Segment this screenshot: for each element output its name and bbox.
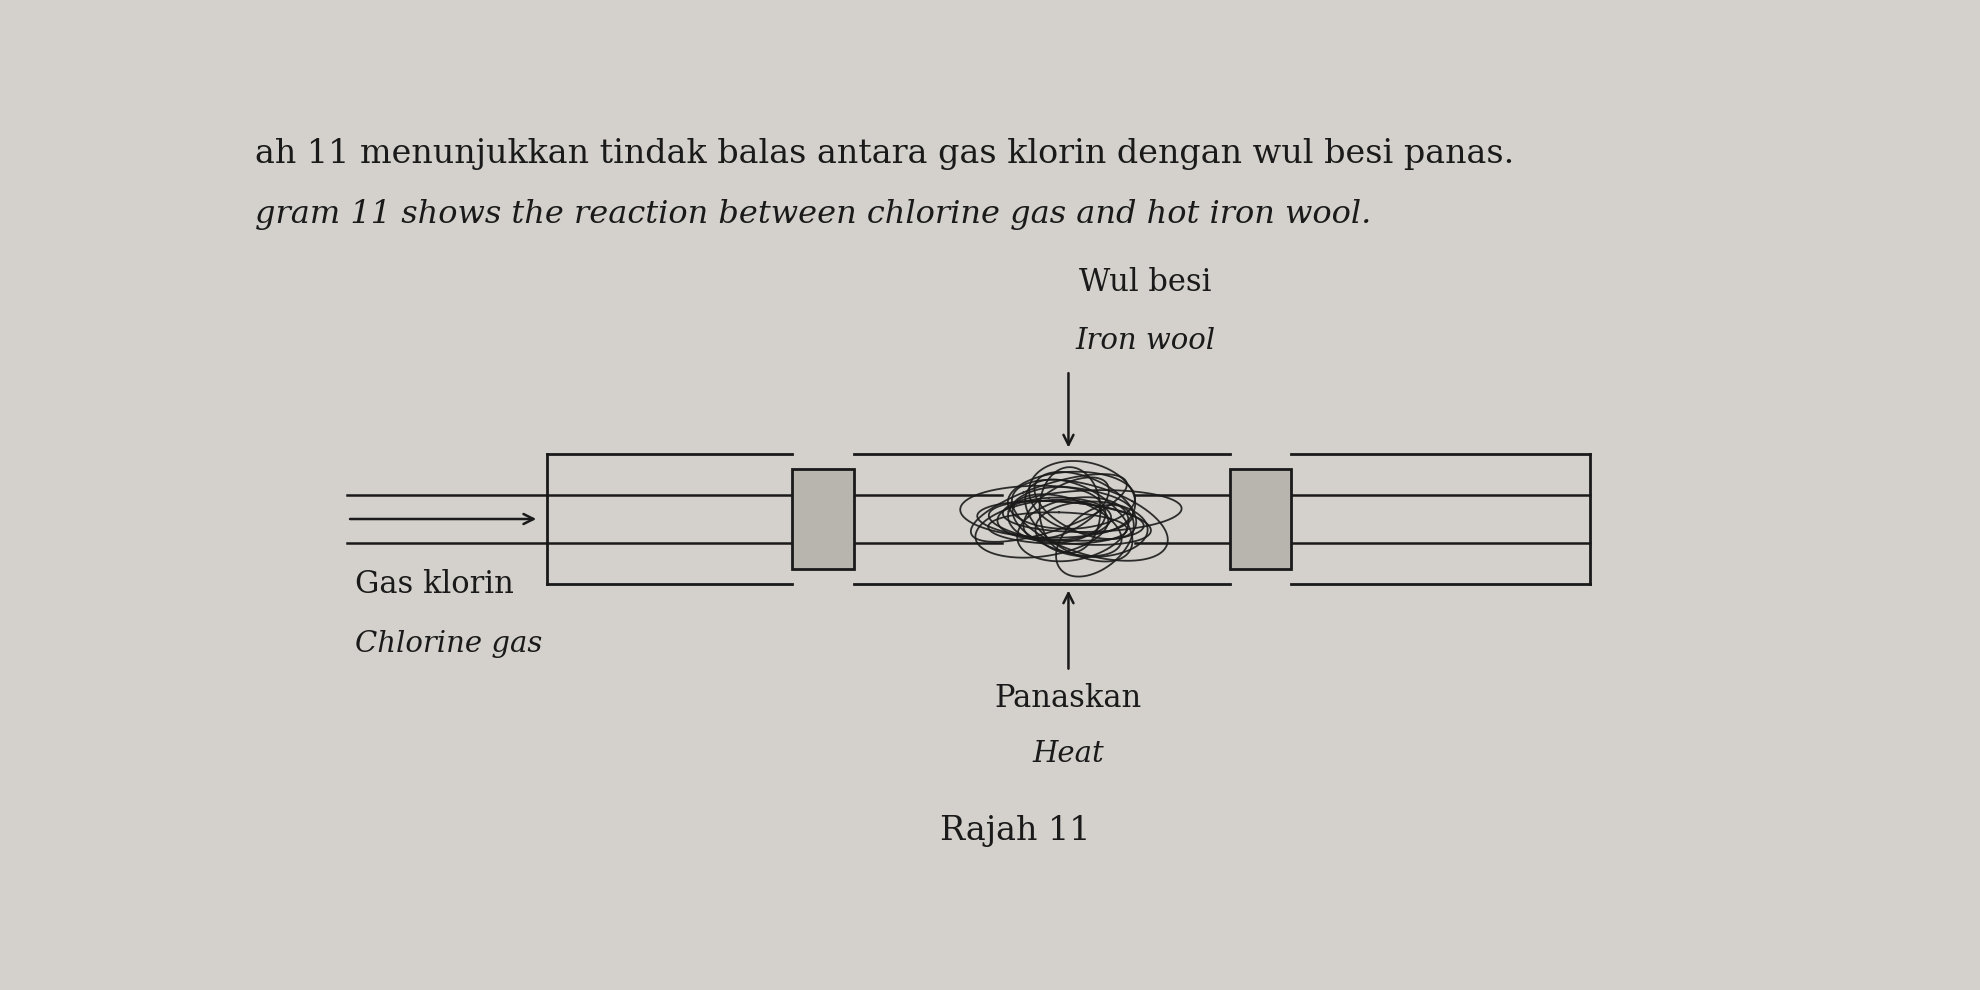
- Text: Chlorine gas: Chlorine gas: [354, 630, 543, 657]
- Text: Heat: Heat: [1034, 741, 1105, 768]
- Bar: [1230, 469, 1291, 568]
- Text: Wul besi: Wul besi: [1079, 267, 1212, 298]
- Text: ah 11 menunjukkan tindak balas antara gas klorin dengan wul besi panas.: ah 11 menunjukkan tindak balas antara ga…: [255, 138, 1515, 170]
- Text: Iron wool: Iron wool: [1075, 327, 1216, 355]
- Text: Gas klorin: Gas klorin: [354, 568, 513, 600]
- Bar: [792, 469, 853, 568]
- Text: Rajah 11: Rajah 11: [939, 815, 1091, 846]
- Text: Panaskan: Panaskan: [994, 683, 1142, 714]
- Text: gram 11 shows the reaction between chlorine gas and hot iron wool.: gram 11 shows the reaction between chlor…: [255, 199, 1372, 230]
